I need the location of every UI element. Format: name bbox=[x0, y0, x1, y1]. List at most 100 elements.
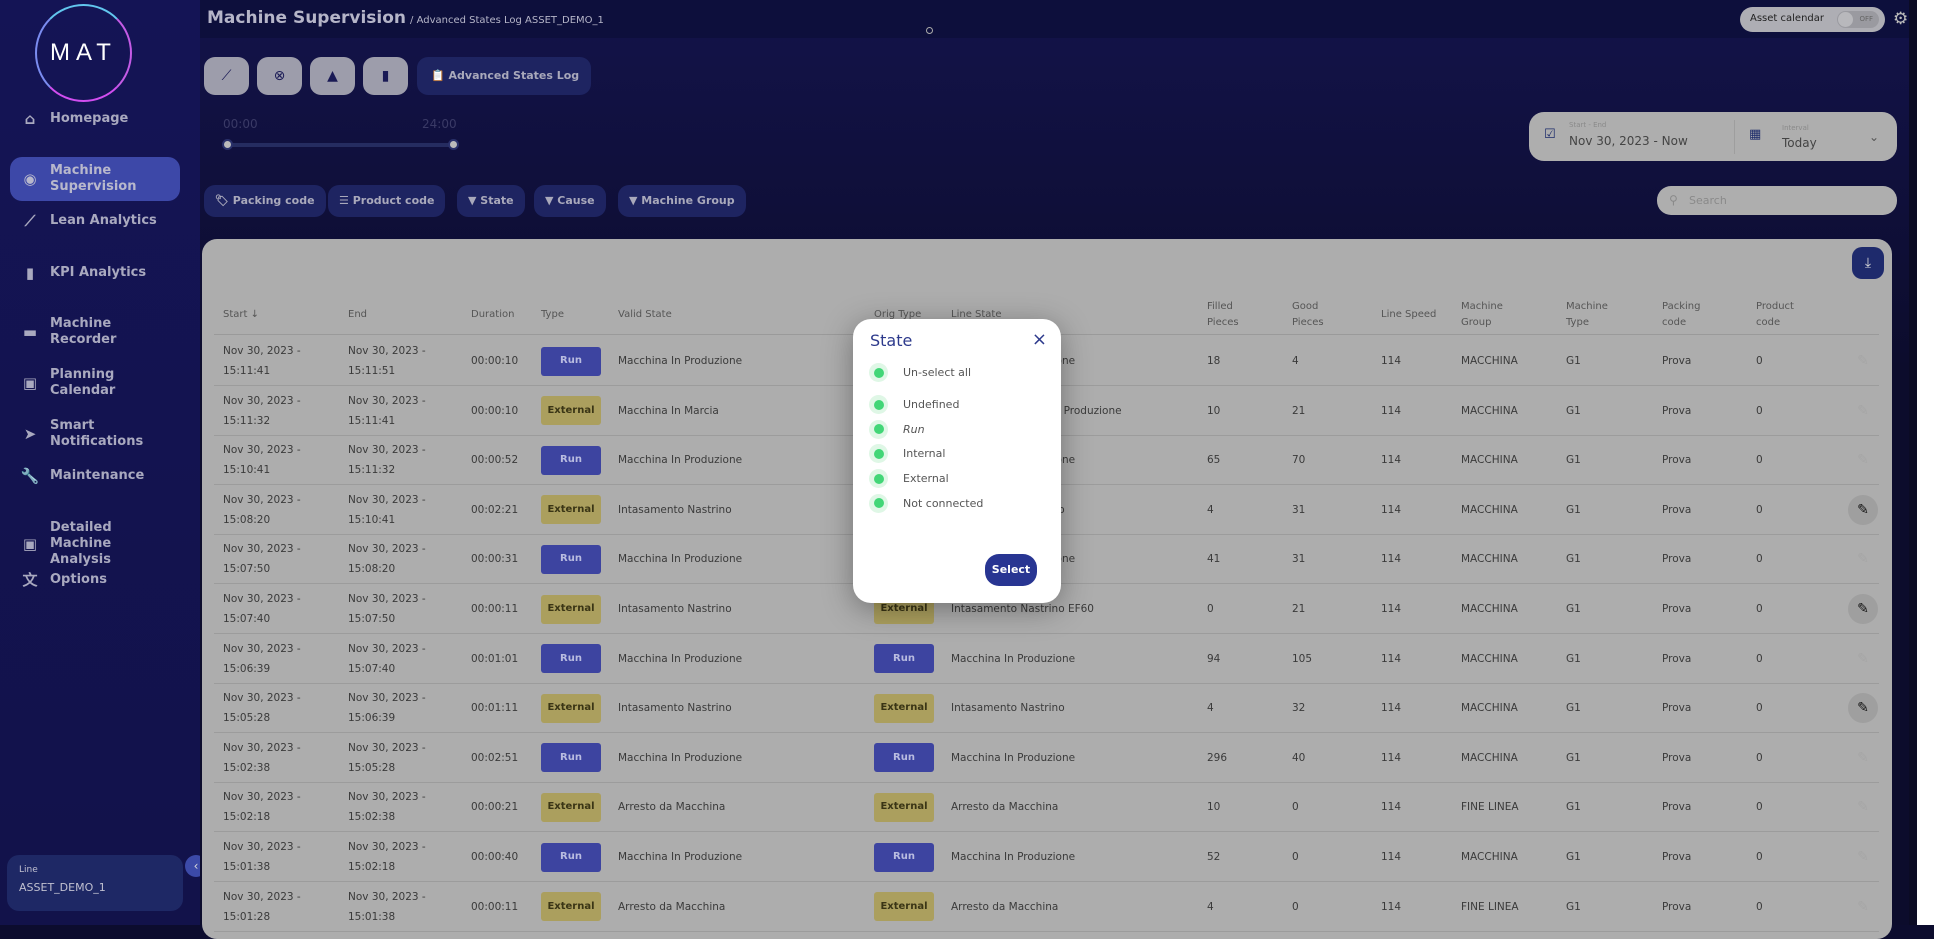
state-badge: External bbox=[541, 892, 601, 922]
column-header[interactable]: End bbox=[348, 308, 368, 320]
filter-packing-code[interactable]: 🏷 Packing code bbox=[204, 185, 326, 217]
page-title: Machine Supervision / Advanced States Log… bbox=[207, 8, 604, 28]
filter-machine-group[interactable]: ▼ Machine Group bbox=[618, 185, 746, 217]
table-row[interactable]: Nov 30, 2023 - 15:06:39 Nov 30, 2023 - 15… bbox=[214, 634, 1879, 684]
state-option-external[interactable]: External bbox=[869, 469, 949, 489]
cell-packing: Prova bbox=[1662, 503, 1692, 516]
sidebar-item-label: Homepage bbox=[50, 111, 129, 126]
cell-group: MACCHINA bbox=[1461, 355, 1518, 367]
table-row[interactable]: Nov 30, 2023 - 15:07:40 Nov 30, 2023 - 15… bbox=[214, 584, 1879, 634]
column-header[interactable]: Line State bbox=[951, 308, 1002, 320]
modal-title: State bbox=[870, 331, 913, 350]
unselect-all-option[interactable]: Un-select all bbox=[869, 363, 971, 382]
cell-product: 0 bbox=[1756, 355, 1763, 367]
sidebar-item-smart-notifications[interactable]: ➤ Smart Notifications bbox=[10, 418, 180, 450]
column-header[interactable]: Good Pieces bbox=[1292, 300, 1324, 328]
scrollbar[interactable] bbox=[1909, 0, 1917, 925]
cell-good: 21 bbox=[1292, 404, 1306, 417]
gear-icon[interactable]: ⚙ bbox=[1893, 9, 1909, 29]
edit-button[interactable]: ✎ bbox=[1848, 693, 1878, 724]
close-icon[interactable]: × bbox=[1031, 329, 1047, 350]
filter-state[interactable]: ▼ State bbox=[457, 185, 525, 217]
cell-product: 0 bbox=[1756, 603, 1763, 615]
edit-button[interactable]: ✎ bbox=[1848, 494, 1878, 525]
time-slider-end-handle[interactable] bbox=[448, 139, 459, 150]
sidebar-item-machine-recorder[interactable]: ▬ Machine Recorder bbox=[10, 316, 180, 348]
asset-calendar-label: Asset calendar bbox=[1750, 13, 1824, 24]
cell-packing: Prova bbox=[1662, 454, 1692, 467]
cell-duration: 00:02:51 bbox=[471, 751, 519, 764]
column-header[interactable]: Machine Type bbox=[1566, 300, 1608, 328]
alarms-view-button[interactable]: ▲ bbox=[310, 57, 355, 95]
column-header[interactable]: Machine Group bbox=[1461, 300, 1503, 328]
sidebar-item-options[interactable]: 文 Options bbox=[10, 572, 180, 588]
toggle-switch[interactable]: OFF bbox=[1837, 11, 1879, 28]
state-option-undefined[interactable]: Undefined bbox=[869, 395, 959, 414]
select-button[interactable]: Select bbox=[985, 554, 1037, 586]
time-slider-start-handle[interactable] bbox=[222, 139, 233, 150]
sidebar-item-planning-calendar[interactable]: ▣ Planning Calendar bbox=[10, 367, 180, 399]
send-icon: ➤ bbox=[23, 425, 37, 443]
interval-value[interactable]: Today bbox=[1782, 136, 1817, 150]
cell-good: 21 bbox=[1292, 603, 1306, 615]
stops-view-button[interactable]: ⊗ bbox=[257, 57, 302, 95]
line-selector[interactable]: Line ASSET_DEMO_1 bbox=[7, 855, 183, 911]
edit-button[interactable]: ✎ bbox=[1848, 594, 1878, 624]
column-header[interactable]: Line Speed bbox=[1381, 308, 1437, 320]
column-header[interactable]: Orig Type bbox=[874, 308, 922, 320]
table-row[interactable]: Nov 30, 2023 - 15:02:18 Nov 30, 2023 - 15… bbox=[214, 782, 1879, 833]
cell-start: Nov 30, 2023 - 15:11:32 bbox=[223, 394, 301, 427]
table-row[interactable]: Nov 30, 2023 - 15:01:38 Nov 30, 2023 - 15… bbox=[214, 832, 1879, 882]
cell-type: External bbox=[541, 386, 611, 436]
sidebar-item-kpi-analytics[interactable]: ▮ KPI Analytics bbox=[10, 265, 180, 281]
state-option-not-connected[interactable]: Not connected bbox=[869, 493, 983, 513]
column-header[interactable]: Packing code bbox=[1662, 300, 1701, 328]
chevron-down-icon[interactable]: ⌄ bbox=[1869, 130, 1880, 144]
column-header[interactable]: Type bbox=[541, 308, 564, 320]
cell-end: Nov 30, 2023 - 15:08:20 bbox=[348, 543, 426, 576]
time-slider-track[interactable] bbox=[228, 143, 454, 147]
search-input[interactable]: ⚲ Search bbox=[1657, 186, 1897, 215]
date-range-picker[interactable]: ☑ Start - End Nov 30, 2023 - Now ▦ Inter… bbox=[1529, 112, 1897, 161]
sidebar-item-machine-supervision[interactable]: ◉ Machine Supervision bbox=[10, 157, 180, 201]
filter-product-code[interactable]: ☰ Product code bbox=[328, 185, 446, 217]
pencil-icon: ✎ bbox=[1857, 501, 1869, 518]
column-header[interactable]: Start ↓ bbox=[223, 308, 259, 320]
cell-mtype: G1 bbox=[1566, 751, 1581, 764]
cell-end: Nov 30, 2023 - 15:07:50 bbox=[348, 593, 426, 625]
trend-icon: ⟋ bbox=[24, 212, 36, 230]
kpi-view-button[interactable]: ▮ bbox=[363, 57, 408, 95]
table-row[interactable]: Nov 30, 2023 - 15:05:28 Nov 30, 2023 - 15… bbox=[214, 683, 1879, 734]
sidebar-item-detailed-machine-analysis[interactable]: ▣ Detailed Machine Analysis bbox=[10, 520, 180, 568]
sidebar-item-maintenance[interactable]: 🔧 Maintenance bbox=[10, 468, 180, 484]
cell-start: Nov 30, 2023 - 15:07:50 bbox=[223, 543, 301, 576]
column-header[interactable]: Duration bbox=[471, 308, 515, 320]
state-option-internal[interactable]: Internal bbox=[869, 444, 945, 464]
edit-button: ✎ bbox=[1848, 445, 1878, 475]
download-button[interactable]: ⤓ bbox=[1852, 247, 1884, 279]
cell-valid: Macchina In Produzione bbox=[618, 751, 743, 764]
cell-product: 0 bbox=[1756, 454, 1763, 467]
table-row[interactable]: Nov 30, 2023 - 15:02:38 Nov 30, 2023 - 15… bbox=[214, 733, 1879, 783]
column-header[interactable]: Product code bbox=[1756, 300, 1794, 328]
state-option-run[interactable]: Run bbox=[869, 419, 925, 439]
table-row[interactable]: Nov 30, 2023 - 15:01:28 Nov 30, 2023 - 15… bbox=[214, 882, 1879, 932]
state-badge: Run bbox=[874, 842, 934, 872]
edit-button: ✎ bbox=[1848, 644, 1878, 674]
column-header[interactable]: Filled Pieces bbox=[1207, 300, 1239, 328]
advanced-states-log-button[interactable]: 📋 Advanced States Log bbox=[417, 57, 591, 95]
cell-filled: 94 bbox=[1207, 652, 1221, 665]
filter-cause[interactable]: ▼ Cause bbox=[534, 185, 606, 217]
cell-end: Nov 30, 2023 - 15:06:39 bbox=[348, 692, 426, 725]
cell-type: External bbox=[541, 584, 611, 634]
cell-type: Run bbox=[541, 435, 611, 485]
pencil-icon: ✎ bbox=[1857, 402, 1869, 419]
edit-button: ✎ bbox=[1848, 842, 1878, 872]
sidebar-item-homepage[interactable]: ⌂ Homepage bbox=[10, 111, 180, 127]
cell-speed: 114 bbox=[1381, 553, 1402, 566]
cell-end: Nov 30, 2023 - 15:02:38 bbox=[348, 791, 426, 824]
trend-view-button[interactable]: ⟋ bbox=[204, 57, 249, 95]
asset-calendar-toggle[interactable]: Asset calendar OFF bbox=[1740, 7, 1885, 32]
column-header[interactable]: Valid State bbox=[618, 308, 672, 320]
sidebar-item-lean-analytics[interactable]: ⟋ Lean Analytics bbox=[10, 213, 180, 229]
